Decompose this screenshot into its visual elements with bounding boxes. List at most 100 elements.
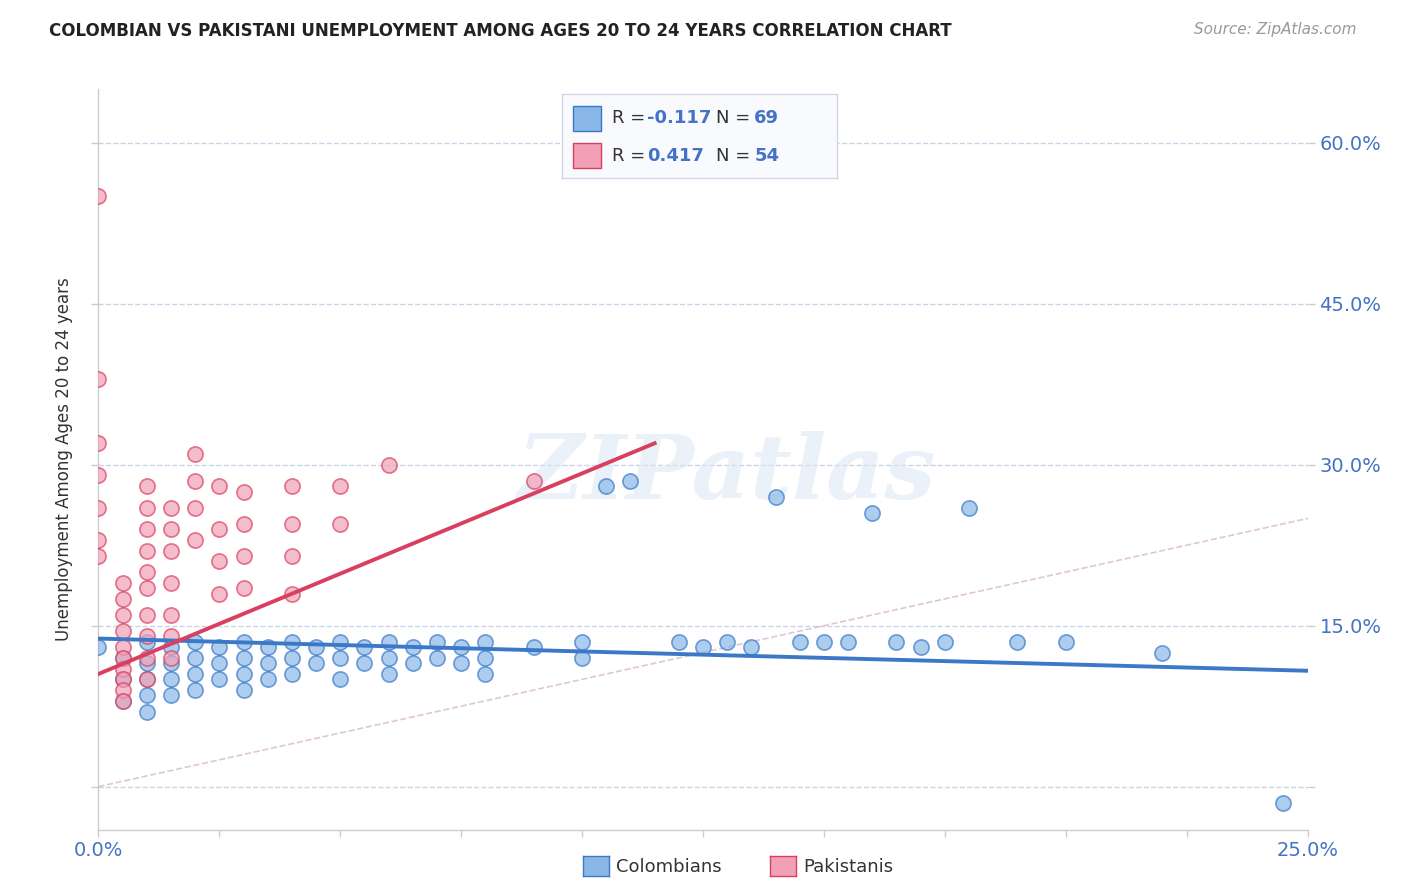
Point: [474, 634, 496, 648]
Point: [1007, 634, 1029, 648]
Point: [281, 667, 304, 681]
Point: [1152, 646, 1174, 660]
Point: [329, 479, 352, 493]
Point: [87, 189, 110, 203]
Point: [450, 657, 472, 671]
Point: [135, 651, 157, 665]
Point: [87, 549, 110, 563]
Point: [160, 500, 183, 515]
Point: [111, 651, 134, 665]
Bar: [574, 105, 600, 131]
Point: [87, 500, 110, 515]
Text: 54: 54: [754, 146, 779, 164]
Point: [208, 586, 231, 600]
Point: [135, 522, 157, 536]
Point: [232, 634, 254, 648]
Point: [450, 640, 472, 655]
Point: [208, 673, 231, 687]
Point: [135, 607, 157, 622]
Point: [1272, 796, 1295, 810]
Point: [377, 667, 399, 681]
Point: [474, 667, 496, 681]
Point: [232, 484, 254, 499]
Point: [232, 651, 254, 665]
Point: [571, 634, 593, 648]
Point: [208, 554, 231, 568]
Point: [716, 634, 738, 648]
Point: [87, 640, 110, 655]
Point: [208, 479, 231, 493]
Text: COLOMBIAN VS PAKISTANI UNEMPLOYMENT AMONG AGES 20 TO 24 YEARS CORRELATION CHART: COLOMBIAN VS PAKISTANI UNEMPLOYMENT AMON…: [49, 22, 952, 40]
Point: [1054, 634, 1077, 648]
Point: [232, 683, 254, 698]
Point: [377, 634, 399, 648]
Text: R =: R =: [612, 109, 651, 128]
Point: [377, 458, 399, 472]
Text: -0.117: -0.117: [647, 109, 711, 128]
Point: [111, 662, 134, 676]
Point: [111, 673, 134, 687]
Point: [87, 436, 110, 450]
Point: [135, 629, 157, 643]
Point: [329, 634, 352, 648]
Point: [860, 506, 883, 520]
Point: [135, 500, 157, 515]
Point: [111, 651, 134, 665]
Point: [160, 640, 183, 655]
Point: [184, 634, 207, 648]
Point: [256, 673, 278, 687]
Point: [789, 634, 811, 648]
Point: [281, 516, 304, 531]
Point: [402, 640, 425, 655]
Point: [353, 640, 375, 655]
Point: [353, 657, 375, 671]
Point: [305, 657, 328, 671]
Point: [135, 705, 157, 719]
Point: [135, 689, 157, 703]
Text: ZIPatlas: ZIPatlas: [519, 431, 936, 517]
Point: [208, 522, 231, 536]
Point: [135, 543, 157, 558]
Text: Source: ZipAtlas.com: Source: ZipAtlas.com: [1194, 22, 1357, 37]
Point: [957, 500, 980, 515]
Point: [571, 651, 593, 665]
Point: [377, 651, 399, 665]
Text: 0.417: 0.417: [647, 146, 704, 164]
Point: [160, 657, 183, 671]
Point: [111, 694, 134, 708]
Point: [281, 586, 304, 600]
Point: [160, 629, 183, 643]
Point: [135, 479, 157, 493]
Point: [208, 657, 231, 671]
Point: [87, 372, 110, 386]
Point: [111, 640, 134, 655]
Point: [426, 634, 449, 648]
Point: [111, 694, 134, 708]
Text: R =: R =: [612, 146, 651, 164]
Point: [910, 640, 932, 655]
Point: [232, 581, 254, 595]
Point: [111, 607, 134, 622]
Text: N =: N =: [716, 109, 756, 128]
Point: [160, 543, 183, 558]
Point: [111, 624, 134, 638]
Point: [232, 516, 254, 531]
Point: [765, 490, 787, 504]
Point: [740, 640, 762, 655]
Point: [281, 479, 304, 493]
Point: [184, 500, 207, 515]
Point: [135, 673, 157, 687]
Point: [232, 667, 254, 681]
Point: [135, 565, 157, 579]
Text: 69: 69: [754, 109, 779, 128]
Point: [184, 667, 207, 681]
Point: [668, 634, 690, 648]
Point: [256, 657, 278, 671]
Point: [281, 634, 304, 648]
Point: [135, 673, 157, 687]
Point: [523, 474, 546, 488]
Point: [87, 468, 110, 483]
Point: [692, 640, 714, 655]
Point: [135, 634, 157, 648]
Point: [160, 522, 183, 536]
